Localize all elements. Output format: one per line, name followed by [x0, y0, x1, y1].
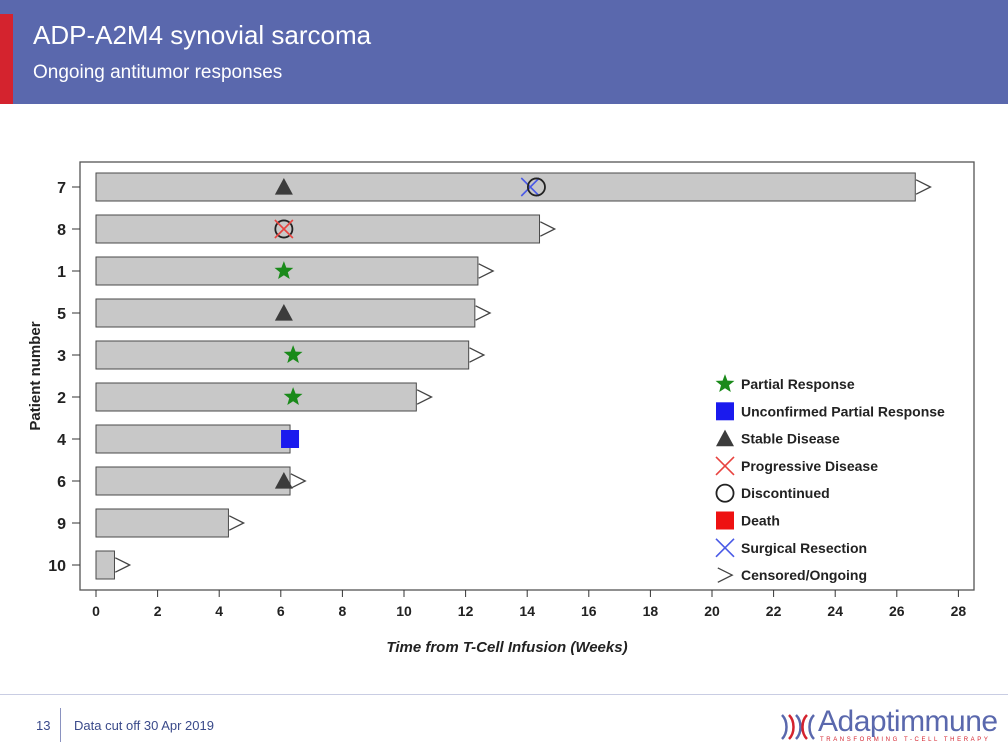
marker-censored-patient-1 [478, 263, 495, 279]
y-tick-label-8: 8 [57, 222, 66, 239]
x-tick-label-6: 6 [277, 603, 285, 619]
x-tick-label-18: 18 [643, 603, 659, 619]
y-tick-label-5: 5 [57, 306, 66, 323]
data-cutoff-note: Data cut off 30 Apr 2019 [74, 718, 214, 733]
slide-header: ADP-A2M4 synovial sarcoma Ongoing antitu… [0, 0, 1008, 104]
marker-partial-patient-1-0 [274, 261, 294, 279]
x-tick-label-20: 20 [704, 603, 720, 619]
legend-marker-stable [716, 429, 734, 447]
footer-separator [60, 708, 61, 742]
x-tick-label-2: 2 [154, 603, 162, 619]
legend-label-surgical: Surgical Resection [741, 540, 867, 556]
y-tick-label-3: 3 [57, 348, 66, 365]
legend-marker-death [716, 511, 734, 530]
marker-stable-patient-7-0 [274, 178, 293, 195]
marker-stable-patient-6-0 [274, 472, 293, 489]
x-tick-label-8: 8 [339, 603, 347, 619]
marker-censored-patient-10 [114, 557, 132, 573]
y-tick-label-6: 6 [57, 474, 66, 491]
marker-censored-patient-3 [469, 347, 486, 363]
y-tick-label-9: 9 [57, 516, 66, 533]
bar-patient-4 [95, 424, 291, 454]
x-tick-label-24: 24 [827, 603, 843, 619]
x-tick-label-10: 10 [396, 603, 412, 619]
x-tick-label-4: 4 [215, 603, 223, 619]
y-tick-label-4: 4 [57, 432, 66, 449]
x-tick-label-16: 16 [581, 603, 597, 619]
legend-label-censored: Censored/Ongoing [741, 567, 867, 583]
marker-partial-patient-3-0 [283, 345, 303, 363]
header-accent-bar [0, 14, 13, 104]
marker-stable-patient-5-0 [274, 304, 293, 321]
legend-label-progressive: Progressive Disease [741, 458, 878, 474]
legend-label-discontinued: Discontinued [741, 485, 830, 501]
x-tick-label-14: 14 [519, 603, 535, 619]
x-tick-label-0: 0 [92, 603, 100, 619]
logo-tagline: TRANSFORMING T-CELL THERAPY [820, 737, 991, 743]
adaptimmune-logo: Adaptimmune TRANSFORMING T-CELL THERAPY [778, 704, 1004, 752]
legend-marker-progressive [715, 456, 735, 476]
bar-patient-9 [95, 508, 229, 538]
bar-patient-8 [95, 214, 541, 244]
bar-patient-7 [95, 172, 916, 202]
x-tick-label-12: 12 [458, 603, 474, 619]
marker-censored-patient-9 [228, 515, 246, 531]
legend-label-stable: Stable Disease [741, 431, 840, 447]
slide-subtitle: Ongoing antitumor responses [33, 62, 283, 83]
bar-patient-3 [95, 340, 470, 370]
y-tick-label-7: 7 [57, 180, 66, 197]
x-tick-label-22: 22 [766, 603, 782, 619]
slide-title: ADP-A2M4 synovial sarcoma [33, 20, 372, 50]
logo-mark-icon [781, 714, 815, 740]
bar-patient-2 [95, 382, 417, 412]
legend-marker-partial [715, 374, 735, 392]
marker-discontinued-patient-7-2 [526, 177, 546, 197]
marker-unconfirmed-patient-4-0 [281, 430, 300, 448]
marker-surgical-patient-7-1 [520, 177, 540, 197]
legend-label-unconfirmed: Unconfirmed Partial Response [741, 403, 945, 419]
legend-marker-unconfirmed [716, 402, 734, 421]
x-tick-label-26: 26 [889, 603, 905, 619]
y-axis-label: Patient number [27, 321, 44, 430]
y-tick-label-1: 1 [57, 264, 66, 281]
marker-censored-patient-2 [416, 389, 433, 405]
legend-marker-discontinued [715, 483, 735, 503]
x-axis-label: Time from T-Cell Infusion (Weeks) [386, 639, 627, 656]
legend-label-death: Death [741, 513, 780, 529]
logo-wordmark: Adaptimmune [818, 705, 998, 738]
x-tick-label-28: 28 [951, 603, 967, 619]
y-tick-label-10: 10 [48, 558, 66, 575]
marker-discontinued-patient-8-0 [274, 219, 294, 239]
y-tick-label-2: 2 [57, 390, 66, 407]
marker-censored-patient-8 [540, 221, 557, 237]
footer-divider [0, 694, 1008, 695]
legend-marker-surgical [715, 538, 735, 558]
marker-censored-patient-5 [475, 305, 492, 321]
marker-partial-patient-2-0 [283, 387, 303, 405]
bar-patient-6 [95, 466, 291, 496]
legend-label-partial: Partial Response [741, 376, 855, 392]
legend-marker-censored [717, 567, 734, 583]
marker-progressive-patient-8-1 [274, 219, 294, 239]
bar-patient-10 [95, 550, 115, 580]
marker-censored-patient-6 [290, 473, 307, 489]
marker-censored-patient-7 [915, 179, 932, 195]
page-number: 13 [36, 718, 51, 733]
